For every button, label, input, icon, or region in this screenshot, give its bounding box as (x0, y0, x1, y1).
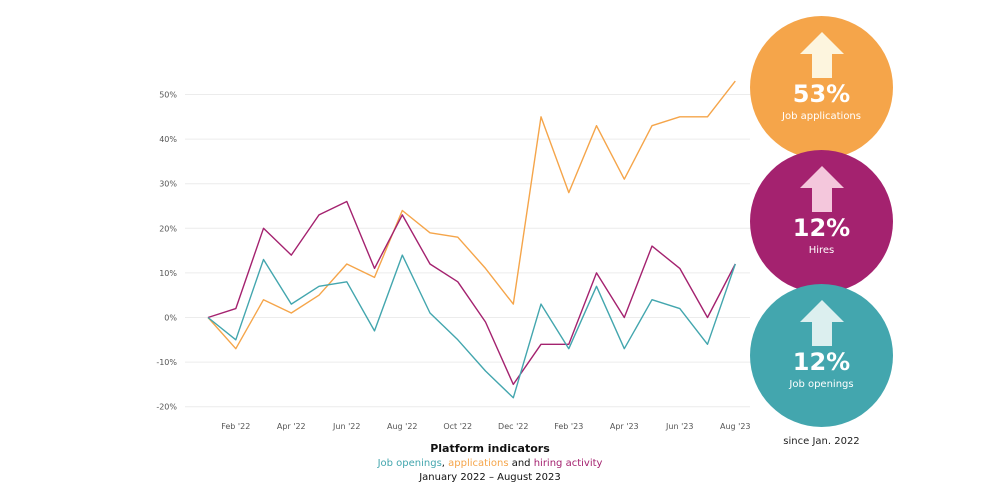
subtitle-job-openings: Job openings (377, 458, 442, 469)
series-line-job-openings (207, 254, 736, 399)
series-line-hiring-activity (207, 200, 736, 386)
subtitle-comma: , (441, 458, 449, 469)
job-openings-percent: 12% (792, 348, 851, 376)
x-tick-label: Feb '22 (221, 422, 250, 431)
x-tick-label: Dec '22 (498, 422, 528, 431)
hires-badge: 12% Hires (750, 150, 893, 293)
y-tick-label: 20% (159, 224, 177, 233)
x-tick-label: Aug '23 (720, 422, 750, 431)
y-tick-label: 50% (159, 91, 177, 100)
y-tick-label: 10% (159, 269, 177, 278)
hires-label: Hires (808, 245, 835, 256)
up-arrow-icon (800, 300, 844, 346)
subtitle-hiring-activity: hiring activity (533, 458, 603, 469)
applications-label: Job applications (782, 111, 861, 122)
since-note: since Jan. 2022 (783, 436, 860, 447)
hires-percent: 12% (792, 214, 851, 242)
x-tick-label: Aug '22 (387, 422, 418, 431)
job-openings-label: Job openings (789, 379, 854, 390)
subtitle-applications: applications (448, 458, 509, 469)
x-tick-label: Feb '23 (554, 422, 583, 431)
series-line-applications (207, 80, 736, 350)
applications-percent: 53% (792, 80, 851, 108)
x-tick-label: Oct '22 (443, 422, 472, 431)
y-tick-label: -10% (156, 358, 177, 367)
up-arrow-icon (800, 32, 844, 78)
up-arrow-icon (800, 166, 844, 212)
subtitle-and: and (508, 458, 534, 469)
x-tick-label: Jun '23 (665, 422, 693, 431)
applications-badge: 53% Job applications (750, 16, 893, 159)
y-tick-label: 0% (164, 314, 177, 323)
chart-date-range: January 2022 – August 2023 (419, 472, 561, 483)
chart-title: Platform indicators (430, 442, 550, 455)
chart-subtitle: Job openings, applications and hiring ac… (340, 457, 640, 471)
x-tick-label: Apr '22 (277, 422, 306, 431)
x-tick-label: Jun '22 (332, 422, 360, 431)
y-tick-label: 30% (159, 180, 177, 189)
job-openings-badge: 12% Job openings (750, 284, 893, 427)
x-tick-label: Apr '23 (610, 422, 639, 431)
line-chart: -20% -10% 0% 10% 20% 30% 40% 50% Feb '22 Apr '22 J… (156, 80, 750, 431)
y-tick-label: 40% (159, 135, 177, 144)
y-tick-label: -20% (156, 403, 177, 412)
